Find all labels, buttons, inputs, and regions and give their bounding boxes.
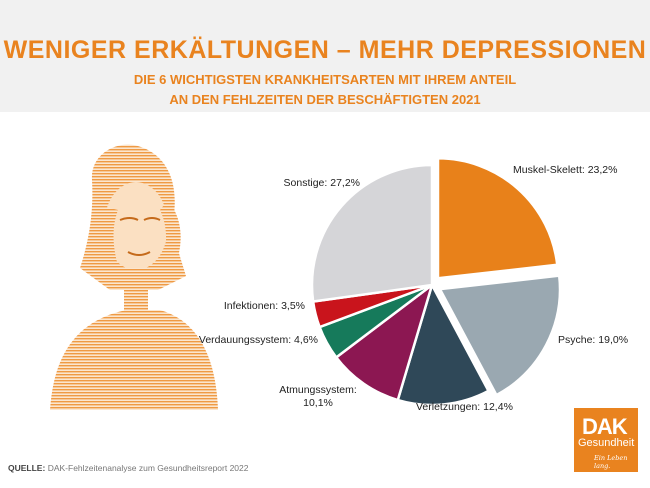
source-label: QUELLE: (8, 463, 46, 473)
woman-illustration (50, 144, 218, 410)
page-title: WENIGER ERKÄLTUNGEN – MEHR DEPRESSIONEN (3, 36, 647, 64)
slice-label: Atmungssystem: 10,1% (279, 384, 357, 409)
pie-slice (334, 281, 435, 402)
slice-label: Muskel-Skelett: 23,2% (513, 164, 617, 176)
logo-tagline: Ein Leben lang. (594, 454, 628, 470)
pie-slice (310, 163, 434, 303)
slice-label: Verdauungssystem: 4,6% (199, 334, 318, 346)
source-text: DAK-Fehlzeitenanalyse zum Gesundheitsrep… (47, 463, 249, 473)
dak-logo: DAK Gesundheit Ein Leben lang. (574, 408, 638, 472)
pie-slice (396, 281, 491, 407)
slice-label: Infektionen: 3,5% (224, 300, 305, 312)
logo-name: Gesundheit (578, 437, 635, 449)
subtitle-line-2: AN DEN FEHLZEITEN DER BESCHÄFTIGTEN 2021 (169, 92, 481, 107)
pie-slice (436, 157, 559, 280)
slice-label: Sonstige: 27,2% (284, 177, 360, 189)
slice-label: Verletzungen: 12,4% (416, 401, 513, 413)
subtitle-line-1: DIE 6 WICHTIGSTEN KRANKHEITSARTEN MIT IH… (133, 72, 517, 87)
logo-brand: DAK (582, 414, 628, 439)
slice-label: Psyche: 19,0% (558, 334, 628, 346)
source-note: QUELLE: DAK-Fehlzeitenanalyse zum Gesund… (8, 463, 249, 473)
pie-slice (437, 274, 562, 397)
header-band (0, 0, 650, 112)
